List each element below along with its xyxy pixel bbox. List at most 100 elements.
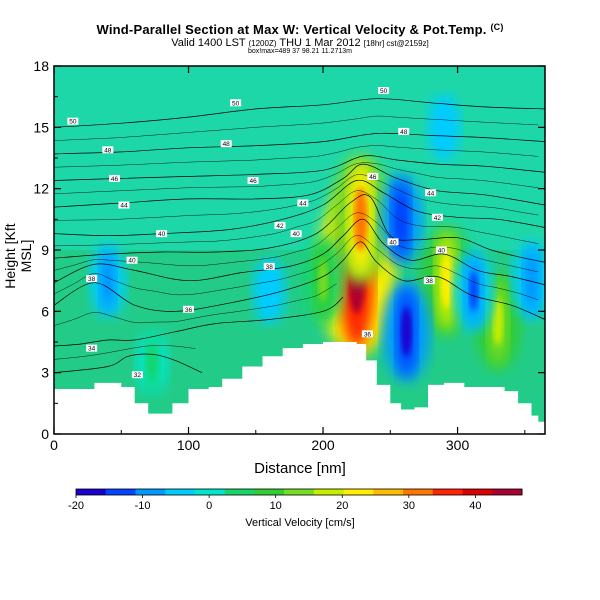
upper-field	[54, 66, 545, 250]
isentrope-label: 50	[380, 88, 388, 95]
x-axis-label: Distance [nm]	[254, 460, 346, 477]
velocity-feature-core	[396, 197, 406, 242]
y-tick-label: 9	[41, 242, 49, 258]
isentrope-intermediate	[54, 145, 539, 168]
isentrope-label: 38	[426, 278, 434, 285]
y-tick-label: 15	[33, 119, 49, 135]
isentrope-44	[54, 163, 545, 208]
colorbar-swatch	[462, 489, 493, 495]
isentrope-label-bg	[378, 87, 390, 95]
isentrope-label-bg	[131, 371, 143, 379]
colorbar-tick-label: 30	[403, 500, 415, 512]
isentrope-38	[54, 218, 545, 286]
isentrope-intermediate	[54, 162, 539, 195]
colorbar-swatch	[254, 489, 285, 495]
isentrope-label: 42	[276, 223, 284, 230]
isentrope-36	[54, 241, 545, 320]
isentrope-label-bg	[297, 199, 309, 207]
isentrope-label-bg	[67, 117, 79, 125]
velocity-feature-core	[265, 274, 273, 307]
isentrope-label-bg	[367, 172, 379, 180]
isentrope-label-bg	[126, 256, 138, 264]
colorbar-label: Vertical Velocity [cm/s]	[245, 517, 355, 529]
isentrope-lines	[54, 98, 545, 374]
isentrope-label-bg	[220, 140, 232, 148]
x-tick-label: 300	[446, 437, 470, 453]
isentrope-label-bg	[387, 238, 399, 246]
isentrope-label-bg	[102, 146, 114, 154]
colorbar-swatch	[492, 489, 523, 495]
isentrope-label: 50	[232, 100, 240, 107]
isentrope-label: 40	[293, 231, 301, 238]
isentrope-label-bg	[290, 230, 302, 238]
isentrope-labels: 50 50 50 48 48 48 46 46 46 44 44 44 42 42 40 40 40 40 40 38…	[67, 87, 447, 379]
isentrope-label: 50	[69, 119, 77, 126]
velocity-feature-core	[401, 307, 412, 357]
isentrope-label: 36	[185, 307, 193, 314]
isentrope-34	[54, 296, 344, 347]
isentrope-label: 46	[249, 178, 257, 185]
isentrope-label-bg	[230, 99, 242, 107]
colorbar-swatch	[76, 489, 107, 495]
x-tick-label: 100	[177, 437, 201, 453]
terrain	[54, 342, 545, 434]
velocity-feature-core	[440, 111, 448, 144]
isentrope-intermediate	[54, 174, 539, 221]
velocity-feature-core	[103, 262, 112, 299]
colorbar-swatch	[403, 489, 434, 495]
y-axis-label: Height [Kft MSL]	[2, 223, 34, 289]
isentrope-intermediate	[54, 283, 337, 326]
isentrope-label-bg	[423, 277, 435, 285]
isentrope-intermediate	[54, 345, 196, 360]
colorbar-swatch	[165, 489, 196, 495]
colorbar-frame	[75, 488, 523, 496]
isentrope-label: 40	[389, 239, 397, 246]
velocity-feature-core	[318, 259, 328, 303]
x-tick-label: 200	[311, 437, 335, 453]
isentrope-label: 34	[88, 346, 96, 353]
chart-subtitle-line2: box!max=489 37 98.21 11.2713m	[248, 48, 352, 55]
colorbar-swatch	[343, 489, 374, 495]
isentrope-label: 44	[427, 190, 435, 197]
isentrope-label: 40	[128, 258, 136, 265]
isentrope-32	[54, 353, 203, 374]
y-tick-label: 18	[33, 58, 49, 74]
isentrope-label-bg	[425, 189, 437, 197]
isentrope-label: 42	[434, 215, 442, 222]
isentrope-label-bg	[109, 174, 121, 182]
isentrope-label-bg	[86, 275, 98, 283]
isentrope-intermediate	[54, 190, 539, 247]
isentrope-label-bg	[398, 127, 410, 135]
isentrope-46	[54, 155, 545, 181]
isentrope-label: 40	[438, 248, 446, 255]
isentrope-label-bg	[156, 230, 168, 238]
y-tick-label: 6	[41, 303, 49, 319]
isentrope-label: 46	[111, 176, 119, 183]
isentrope-label: 38	[88, 276, 96, 283]
isentrope-50	[54, 98, 545, 128]
isentrope-label: 44	[120, 203, 128, 210]
colorbar-tick-label: 0	[206, 500, 212, 512]
isentrope-label-bg	[86, 344, 98, 352]
colorbar-tick-label: 40	[469, 500, 481, 512]
y-tick-label: 12	[33, 181, 49, 197]
isentrope-label: 46	[369, 174, 377, 181]
isentrope-intermediate	[54, 115, 539, 141]
colorbar-swatch	[284, 489, 315, 495]
colorbar-swatch	[432, 489, 464, 495]
isentrope-label-bg	[263, 262, 275, 270]
colorbar-swatch	[313, 489, 345, 495]
isentrope-label-bg	[274, 221, 286, 229]
isentrope-label-bg	[183, 305, 195, 313]
isentrope-label: 36	[364, 331, 372, 338]
isentrope-label-bg	[247, 176, 259, 184]
colorbar-swatch	[373, 489, 404, 495]
y-tick-label: 3	[41, 365, 49, 381]
isentrope-label: 48	[223, 141, 231, 148]
colorbar-swatch	[224, 489, 255, 495]
isentrope-48	[54, 132, 545, 155]
colorbar-tick-label: -10	[135, 500, 151, 512]
colorbar-swatch	[194, 489, 226, 495]
